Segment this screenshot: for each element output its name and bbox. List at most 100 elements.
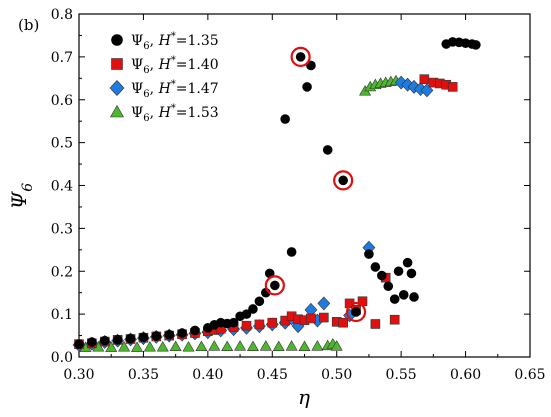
legend-entry: Ψ6, H*=1.47 (131, 79, 219, 100)
data-point-circle (228, 317, 239, 328)
legend-psi: Ψ (131, 57, 143, 73)
data-point-triangle (105, 341, 118, 352)
legend-value: =1.47 (176, 81, 219, 97)
data-point-triangle (259, 340, 272, 351)
data-point-circle (409, 292, 419, 302)
data-point-circle (286, 247, 297, 257)
data-point-triangle (330, 340, 343, 351)
data-point-triangle (272, 340, 285, 352)
legend-star: * (171, 103, 176, 114)
x-axis-title: η (298, 385, 310, 409)
data-point-circle (383, 281, 394, 292)
legend-h: H (158, 81, 172, 97)
axis-ticks: 0.30 0.35 0.40 0.45 0.50 0.55 0.60 0.65 0.0 0.1 0.… (51, 7, 546, 383)
x-tick-label: 0.45 (257, 367, 288, 383)
data-point-circle (338, 175, 348, 186)
legend-star: * (171, 79, 176, 90)
y-tick-label: 0.2 (51, 264, 73, 280)
x-tick-label: 0.35 (128, 367, 159, 383)
data-point-square (389, 314, 400, 325)
data-point-triangle (169, 340, 182, 352)
legend-marker-circle (111, 34, 123, 46)
data-point-triangle (143, 341, 156, 352)
data-point-triangle (298, 340, 311, 352)
data-point-square (338, 317, 348, 328)
legend-entry: Ψ6, H*=1.53 (131, 103, 219, 124)
data-point-square (267, 317, 278, 328)
x-tick-label: 0.55 (386, 367, 417, 383)
legend-h: H (158, 57, 172, 73)
legend-comma: , (150, 33, 159, 49)
highlight-ring (345, 301, 367, 323)
data-point-triangle (285, 340, 298, 351)
legend-value: =1.40 (176, 57, 219, 73)
data-point-circle (280, 114, 290, 124)
legend-h: H (158, 33, 172, 49)
y-tick-label: 0.8 (51, 7, 73, 23)
data-point-circle (151, 331, 162, 341)
y-axis-title-main: Ψ (7, 190, 31, 209)
highlight-ring (290, 46, 311, 67)
data-point-square (306, 313, 316, 324)
data-point-square (370, 319, 381, 329)
data-point-circle (406, 268, 417, 279)
legend-comma: , (150, 105, 159, 121)
y-tick-label: 0.7 (51, 50, 73, 66)
data-point-circle (112, 335, 123, 345)
data-point-triangle (208, 340, 221, 351)
data-point-circle (393, 266, 404, 277)
data-point-circle (241, 309, 252, 319)
data-point-triangle (118, 341, 131, 352)
y-tick-label: 0.0 (51, 350, 73, 366)
y-axis-title: Ψ6 (7, 183, 36, 210)
data-point-circle (322, 145, 333, 155)
legend-psi: Ψ (131, 33, 143, 49)
data-point-triangle (221, 340, 234, 352)
y-tick-label: 0.4 (51, 179, 73, 195)
legend-value: =1.35 (176, 33, 219, 49)
legend-psi: Ψ (131, 81, 143, 97)
data-point-circle (125, 333, 136, 344)
x-tick-label: 0.60 (450, 367, 481, 383)
legend-star: * (171, 55, 176, 66)
legend-psi: Ψ (131, 105, 143, 121)
data-point-circle (164, 329, 174, 340)
data-point-circle (270, 280, 280, 291)
legend-marker-square (111, 58, 123, 70)
legend-comma: , (150, 57, 159, 73)
data-point-circle (138, 332, 149, 343)
data-point-triangle (130, 341, 144, 352)
y-tick-label: 0.6 (51, 93, 73, 109)
y-tick-label: 0.1 (51, 307, 73, 323)
data-point-circle (377, 270, 387, 281)
data-point-circle (87, 337, 97, 347)
data-point-triangle (156, 341, 169, 352)
data-point-circle (306, 60, 316, 71)
legend-value: =1.53 (176, 105, 219, 121)
data-marks (72, 37, 481, 352)
y-axis-title-sub: 6 (20, 183, 36, 192)
legend-entry: Ψ6, H*=1.35 (131, 31, 219, 52)
legend-entry: Ψ6, H*=1.40 (131, 55, 219, 76)
legend-marker-triangle (109, 104, 125, 118)
legend-comma: , (150, 81, 159, 97)
data-point-circle (177, 328, 187, 338)
data-point-circle (74, 339, 84, 349)
highlight-ring (333, 170, 354, 191)
legend-star: * (171, 31, 176, 42)
data-point-square (254, 319, 265, 330)
highlight-rings (264, 46, 367, 323)
highlight-ring (264, 275, 285, 296)
legend-marker-diamond (109, 80, 125, 96)
data-point-triangle (182, 341, 195, 352)
legend-sub: 6 (143, 41, 149, 52)
data-point-circle (295, 52, 306, 62)
x-tick-label: 0.30 (63, 367, 94, 383)
data-point-circle (402, 257, 413, 268)
data-point-triangle (234, 340, 247, 351)
data-point-square (319, 312, 329, 323)
legend-sub: 6 (143, 113, 149, 124)
y-tick-label: 0.5 (51, 136, 73, 152)
